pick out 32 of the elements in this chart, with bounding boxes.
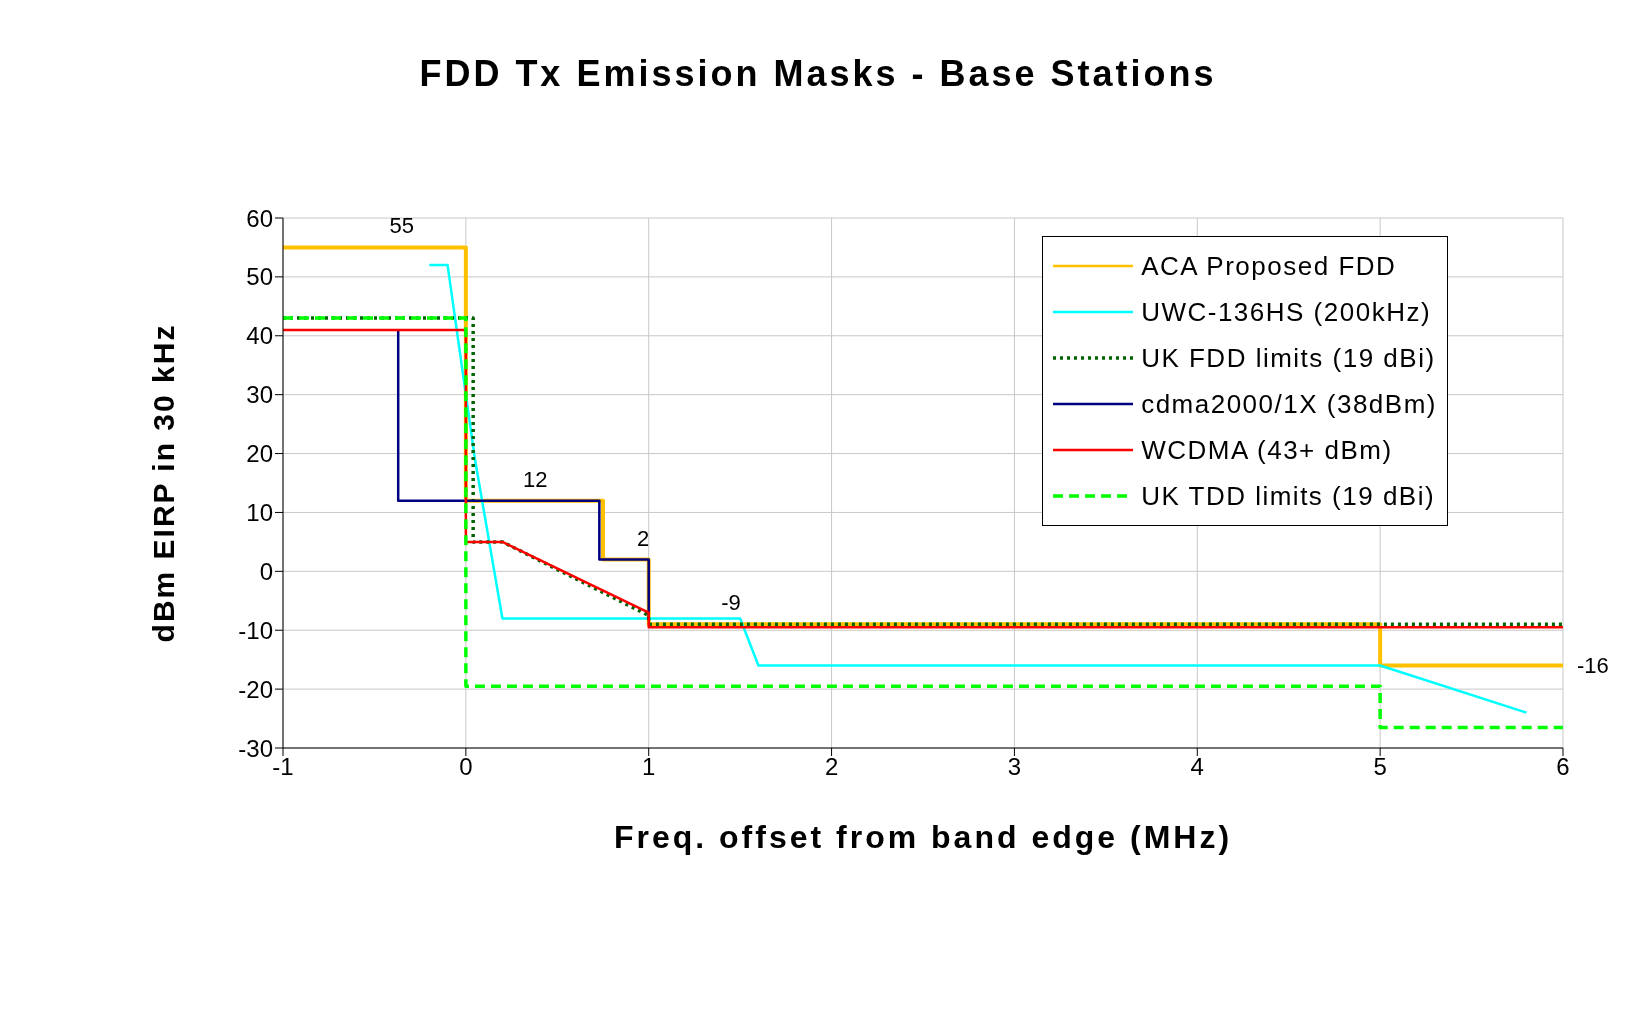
- chart-title: FDD Tx Emission Masks - Base Stations: [418, 53, 1218, 95]
- legend-label: UWC-136HS (200kHz): [1141, 296, 1432, 328]
- y-tick-label: 10: [246, 498, 273, 526]
- x-tick-label: 6: [1556, 753, 1570, 781]
- legend-label: cdma2000/1X (38dBm): [1141, 388, 1437, 420]
- y-tick-label: 40: [246, 322, 273, 350]
- y-tick-label: 20: [246, 440, 273, 468]
- x-tick-label: 1: [642, 753, 656, 781]
- y-tick-label: 60: [246, 204, 273, 232]
- annotation: 55: [389, 213, 415, 239]
- x-tick-label: 3: [1007, 753, 1022, 781]
- legend-label: UK FDD limits (19 dBi): [1141, 342, 1436, 374]
- y-tick-label: -30: [238, 734, 273, 762]
- y-tick-label: 0: [259, 557, 273, 585]
- y-tick-label: 30: [246, 381, 273, 409]
- annotation: -16: [1577, 653, 1609, 679]
- x-tick-label: 2: [824, 753, 839, 781]
- y-tick-label: -10: [238, 616, 273, 644]
- y-axis-title: dBm EIRP in 30 kHz: [146, 323, 180, 643]
- legend-label: UK TDD limits (19 dBi): [1141, 480, 1436, 512]
- y-tick-label: -20: [238, 675, 273, 703]
- x-axis-title: Freq. offset from band edge (MHz): [613, 819, 1233, 855]
- x-tick-label: 5: [1373, 753, 1387, 781]
- annotation: 12: [523, 466, 548, 492]
- annotation: -9: [721, 590, 741, 616]
- legend-label: ACA Proposed FDD: [1141, 250, 1397, 282]
- x-tick-label: 0: [459, 753, 473, 781]
- x-tick-label: 4: [1190, 753, 1204, 781]
- y-tick-label: 50: [246, 263, 273, 291]
- legend-label: WCDMA (43+ dBm): [1141, 434, 1393, 466]
- x-tick-label: -1: [272, 753, 294, 781]
- annotation: 2: [637, 525, 650, 551]
